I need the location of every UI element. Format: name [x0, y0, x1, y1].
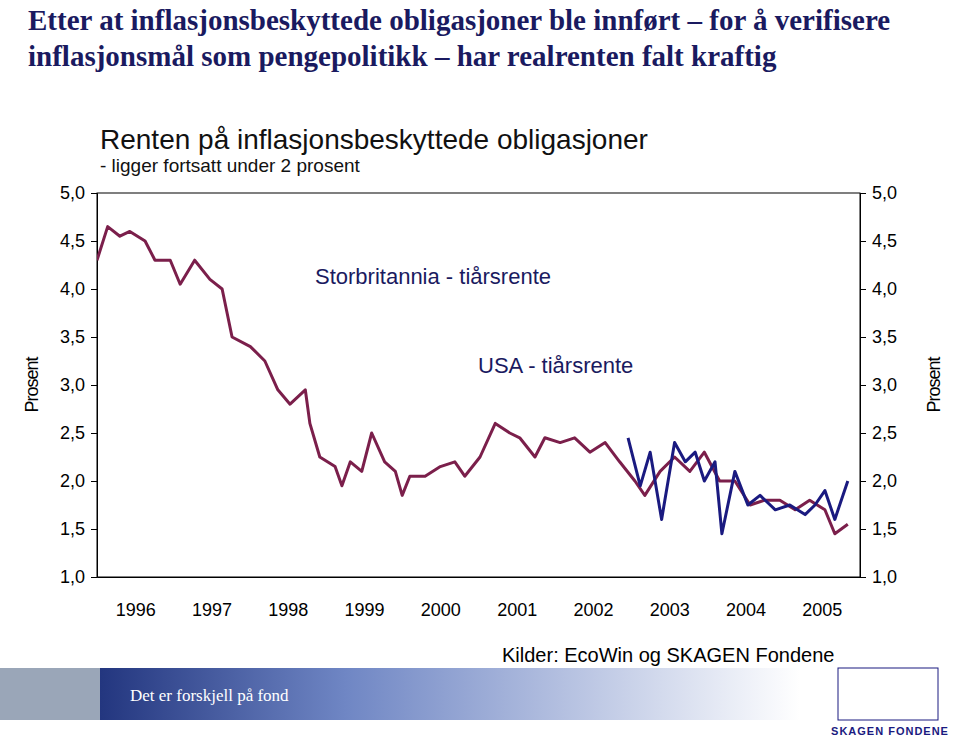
y-axis-left-tick-label: 4,0: [60, 279, 85, 299]
y-axis-right-tick-label: 3,5: [872, 327, 897, 347]
y-axis-left-tick-mark: [91, 481, 97, 482]
y-axis-right-tick-label: 2,5: [872, 423, 897, 443]
series-line: [97, 227, 848, 534]
y-axis-right-line: [861, 194, 867, 578]
y-axis-left-tick: 3,0: [60, 375, 97, 395]
y-axis-left-tick-mark: [91, 289, 97, 290]
y-axis-left-tick-mark: [91, 577, 97, 578]
y-axis-left-tick: 2,5: [60, 423, 97, 443]
plot-frame: [97, 193, 860, 577]
x-axis: 1996 1997 1998 1999 2000 2001 2002 2003 2004 2005: [98, 577, 861, 620]
y-axis-right-tick-label: 1,5: [872, 519, 897, 539]
y-axis-left-tick-label: 1,0: [60, 567, 85, 587]
y-axis-left-tick-label: 3,5: [60, 327, 85, 347]
y-axis-left-tick-label: 2,5: [60, 423, 85, 443]
plot-area: [97, 227, 848, 534]
slide: Etter at inflasjonsbeskyttede obligasjon…: [0, 0, 959, 740]
y-axis-left-tick-label: 3,0: [60, 375, 85, 395]
x-axis-tick: 2003: [650, 577, 690, 620]
y-axis-left-tick: 3,5: [60, 327, 97, 347]
x-axis-tick: 2000: [421, 577, 461, 620]
y-axis-right-tick-mark: [860, 289, 866, 290]
y-axis-right-tick-mark: [860, 433, 866, 434]
y-axis-left-tick-label: 1,5: [60, 519, 85, 539]
y-axis-left-line: [91, 194, 98, 578]
y-axis-left-tick-mark: [91, 529, 97, 530]
y-axis-title-right: Prosent: [924, 356, 944, 412]
y-axis-right-tick: 2,0: [860, 471, 897, 491]
y-axis-left-tick-mark: [91, 193, 97, 194]
y-axis-right-tick-mark: [860, 529, 866, 530]
y-axis-left-tick-mark: [91, 337, 97, 338]
y-axis-right-tick: 2,5: [860, 423, 897, 443]
y-axis-left-tick-label: 2,0: [60, 471, 85, 491]
x-axis-tick-label: 2004: [726, 600, 766, 620]
logo-box: [838, 668, 938, 720]
x-axis-tick: 1999: [345, 577, 385, 620]
x-axis-tick-label: 1998: [268, 600, 308, 620]
y-axis-right-tick: 5,0: [860, 183, 897, 203]
y-axis-left-tick: 1,0: [60, 567, 97, 587]
y-axis-left-tick-mark: [91, 385, 97, 386]
y-axis-right-tick-mark: [860, 481, 866, 482]
footer-band: [100, 668, 800, 720]
x-axis-tick: 2004: [726, 577, 766, 620]
logo-text: SKAGEN FONDENE: [831, 725, 949, 737]
y-axis-left: 1,0 1,5 2,0 2,5 3,0 3,5 4,0 4,5 5,0: [60, 183, 98, 587]
title: Etter at inflasjonsbeskyttede obligasjon…: [28, 4, 890, 72]
y-axis-right-tick: 3,5: [860, 327, 897, 347]
series-label: Storbritannia - tiårsrente: [315, 264, 551, 289]
series-line: [628, 438, 848, 534]
y-axis-right-tick-mark: [860, 241, 866, 242]
subtitle: Renten på inflasjonsbeskyttede obligasjo…: [100, 124, 648, 155]
x-axis-tick-label: 1997: [192, 600, 232, 620]
x-axis-tick-label: 2003: [650, 600, 690, 620]
y-axis-right-tick-mark: [860, 193, 866, 194]
x-axis-tick-label: 2002: [573, 600, 613, 620]
y-axis-right-tick-mark: [860, 385, 866, 386]
x-axis-tick: 1998: [268, 577, 308, 620]
y-axis-right-tick: 4,5: [860, 231, 897, 251]
source: Kilder: EcoWin og SKAGEN Fondene: [502, 644, 834, 666]
x-axis-tick: 2001: [497, 577, 537, 620]
y-axis-left-tick-mark: [91, 433, 97, 434]
x-axis-tick: 1996: [116, 577, 156, 620]
y-axis-left-tick: 5,0: [60, 183, 97, 203]
x-axis-tick: 1997: [192, 577, 232, 620]
x-axis-tick-label: 1999: [345, 600, 385, 620]
y-axis-right-tick-label: 2,0: [872, 471, 897, 491]
y-axis-right-tick-mark: [860, 337, 866, 338]
y-axis-left-tick: 2,0: [60, 471, 97, 491]
footer-text: Det er forskjell på fond: [130, 686, 289, 705]
y-axis-right-tick-label: 4,5: [872, 231, 897, 251]
footer-lighthouse: [0, 668, 100, 720]
y-axis-left-tick: 1,5: [60, 519, 97, 539]
y-axis-right-tick-mark: [860, 577, 866, 578]
y-axis-right-tick-label: 1,0: [872, 567, 897, 587]
y-axis-right-tick: 1,5: [860, 519, 897, 539]
y-axis-title: Prosent: [22, 356, 42, 412]
y-axis-left-tick-label: 5,0: [60, 183, 85, 203]
y-axis-left-tick: 4,5: [60, 231, 97, 251]
y-axis-right-tick-label: 5,0: [872, 183, 897, 203]
x-axis-tick: 2005: [802, 577, 842, 620]
y-axis-right-tick-label: 3,0: [872, 375, 897, 395]
y-axis-left-tick: 4,0: [60, 279, 97, 299]
x-axis-tick-label: 1996: [116, 600, 156, 620]
x-axis-tick-label: 2005: [802, 600, 842, 620]
y-axis-right: 1,0 1,5 2,0 2,5 3,0 3,5 4,0 4,5 5,0: [860, 183, 897, 587]
y-axis-right-tick-label: 4,0: [872, 279, 897, 299]
x-axis-tick-label: 2000: [421, 600, 461, 620]
y-axis-right-tick: 1,0: [860, 567, 897, 587]
y-axis-right-tick: 4,0: [860, 279, 897, 299]
subtitle-note: - ligger fortsatt under 2 prosent: [100, 155, 361, 176]
x-axis-tick: 2002: [573, 577, 613, 620]
y-axis-left-tick-label: 4,5: [60, 231, 85, 251]
x-axis-tick-label: 2001: [497, 600, 537, 620]
x-axis-line: [98, 577, 861, 578]
y-axis-left-tick-mark: [91, 241, 97, 242]
y-axis-right-tick: 3,0: [860, 375, 897, 395]
series-label: USA - tiårsrente: [478, 353, 633, 378]
